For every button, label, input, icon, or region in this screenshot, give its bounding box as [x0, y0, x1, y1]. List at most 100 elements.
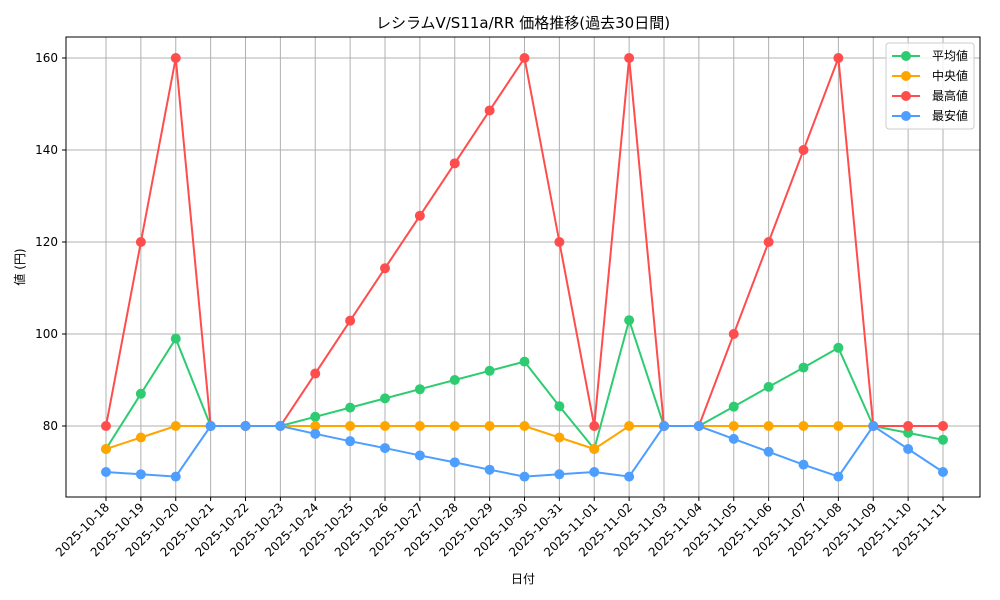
data-point — [310, 428, 321, 439]
data-point — [519, 471, 530, 482]
data-point — [380, 421, 390, 431]
data-point — [798, 145, 809, 155]
legend-marker-icon — [901, 71, 911, 81]
data-point — [624, 421, 635, 431]
data-point — [170, 421, 181, 431]
data-point — [798, 421, 809, 431]
data-point — [589, 444, 600, 454]
legend-label: 最高値 — [932, 88, 968, 103]
y-tick-label: 120 — [35, 235, 58, 249]
data-point — [484, 464, 495, 475]
data-point — [728, 329, 739, 339]
y-axis-ticks: 80 100 120 140 160 — [35, 51, 66, 433]
data-point — [798, 362, 809, 373]
data-point — [938, 421, 948, 431]
data-point — [310, 411, 321, 422]
data-point — [728, 401, 739, 412]
data-point — [484, 365, 495, 376]
data-point — [554, 469, 565, 480]
data-point — [833, 471, 844, 482]
data-point — [659, 421, 669, 431]
data-point — [554, 432, 565, 443]
x-axis-ticks: 2025-10-182025-10-192025-10-202025-10-21… — [53, 497, 949, 559]
data-point — [135, 388, 146, 399]
data-point — [763, 381, 774, 392]
data-point — [345, 421, 356, 431]
data-point — [624, 471, 635, 482]
data-point — [380, 443, 390, 454]
data-point — [624, 53, 635, 63]
data-point — [310, 421, 321, 431]
data-point — [589, 421, 600, 431]
data-point — [380, 263, 390, 274]
data-point — [484, 105, 495, 116]
data-point — [310, 368, 321, 379]
data-point — [903, 421, 914, 431]
data-point — [414, 210, 425, 221]
data-point — [554, 237, 565, 247]
data-point — [414, 421, 425, 431]
data-point — [170, 471, 181, 482]
legend-label: 中央値 — [932, 68, 968, 83]
data-point — [240, 421, 251, 431]
data-point — [728, 421, 739, 431]
data-point — [763, 446, 774, 457]
legend-marker-icon — [901, 51, 911, 61]
y-tick-label: 80 — [43, 419, 58, 433]
data-point — [345, 315, 356, 326]
data-point — [763, 237, 774, 247]
data-point — [938, 467, 948, 477]
data-point — [693, 421, 704, 431]
data-point — [519, 53, 530, 63]
data-point — [903, 444, 914, 454]
data-point — [868, 421, 879, 431]
data-point — [833, 421, 844, 431]
plot-frame — [65, 36, 981, 498]
legend-label: 最安値 — [932, 108, 968, 123]
data-point — [728, 433, 739, 444]
data-point — [763, 421, 774, 431]
y-axis-label: 値 (円) — [12, 248, 27, 285]
data-point — [519, 421, 530, 431]
series-3 — [101, 421, 948, 482]
data-point — [414, 384, 425, 395]
data-point — [345, 436, 356, 447]
data-point — [589, 467, 600, 477]
data-point — [345, 402, 356, 413]
data-point — [380, 393, 390, 404]
data-point — [449, 158, 460, 169]
data-point — [519, 356, 530, 367]
legend-marker-icon — [901, 91, 911, 101]
legend-marker-icon — [901, 111, 911, 121]
data-point — [484, 421, 495, 431]
data-point — [798, 459, 809, 470]
y-tick-label: 160 — [35, 51, 58, 65]
data-point — [170, 333, 181, 344]
data-point — [101, 467, 111, 477]
y-tick-label: 100 — [35, 327, 58, 341]
y-tick-label: 140 — [35, 143, 58, 157]
x-axis-label: 日付 — [511, 572, 535, 586]
data-point — [205, 421, 216, 431]
data-point — [101, 421, 111, 431]
data-point — [275, 421, 286, 431]
data-point — [135, 237, 146, 247]
data-point — [101, 444, 111, 454]
data-point — [449, 457, 460, 468]
data-point — [903, 427, 914, 438]
legend-label: 平均値 — [932, 48, 968, 63]
data-point — [135, 469, 146, 480]
data-point — [170, 53, 181, 63]
data-point — [449, 421, 460, 431]
data-point — [135, 432, 146, 443]
data-point — [833, 342, 844, 353]
data-point — [449, 375, 460, 385]
data-point — [624, 315, 635, 326]
chart-title: レシラムV/S11a/RR 価格推移(過去30日間) — [376, 14, 670, 32]
data-point — [554, 401, 565, 412]
data-point — [414, 450, 425, 461]
series-lines — [101, 53, 948, 482]
data-point — [833, 53, 844, 63]
